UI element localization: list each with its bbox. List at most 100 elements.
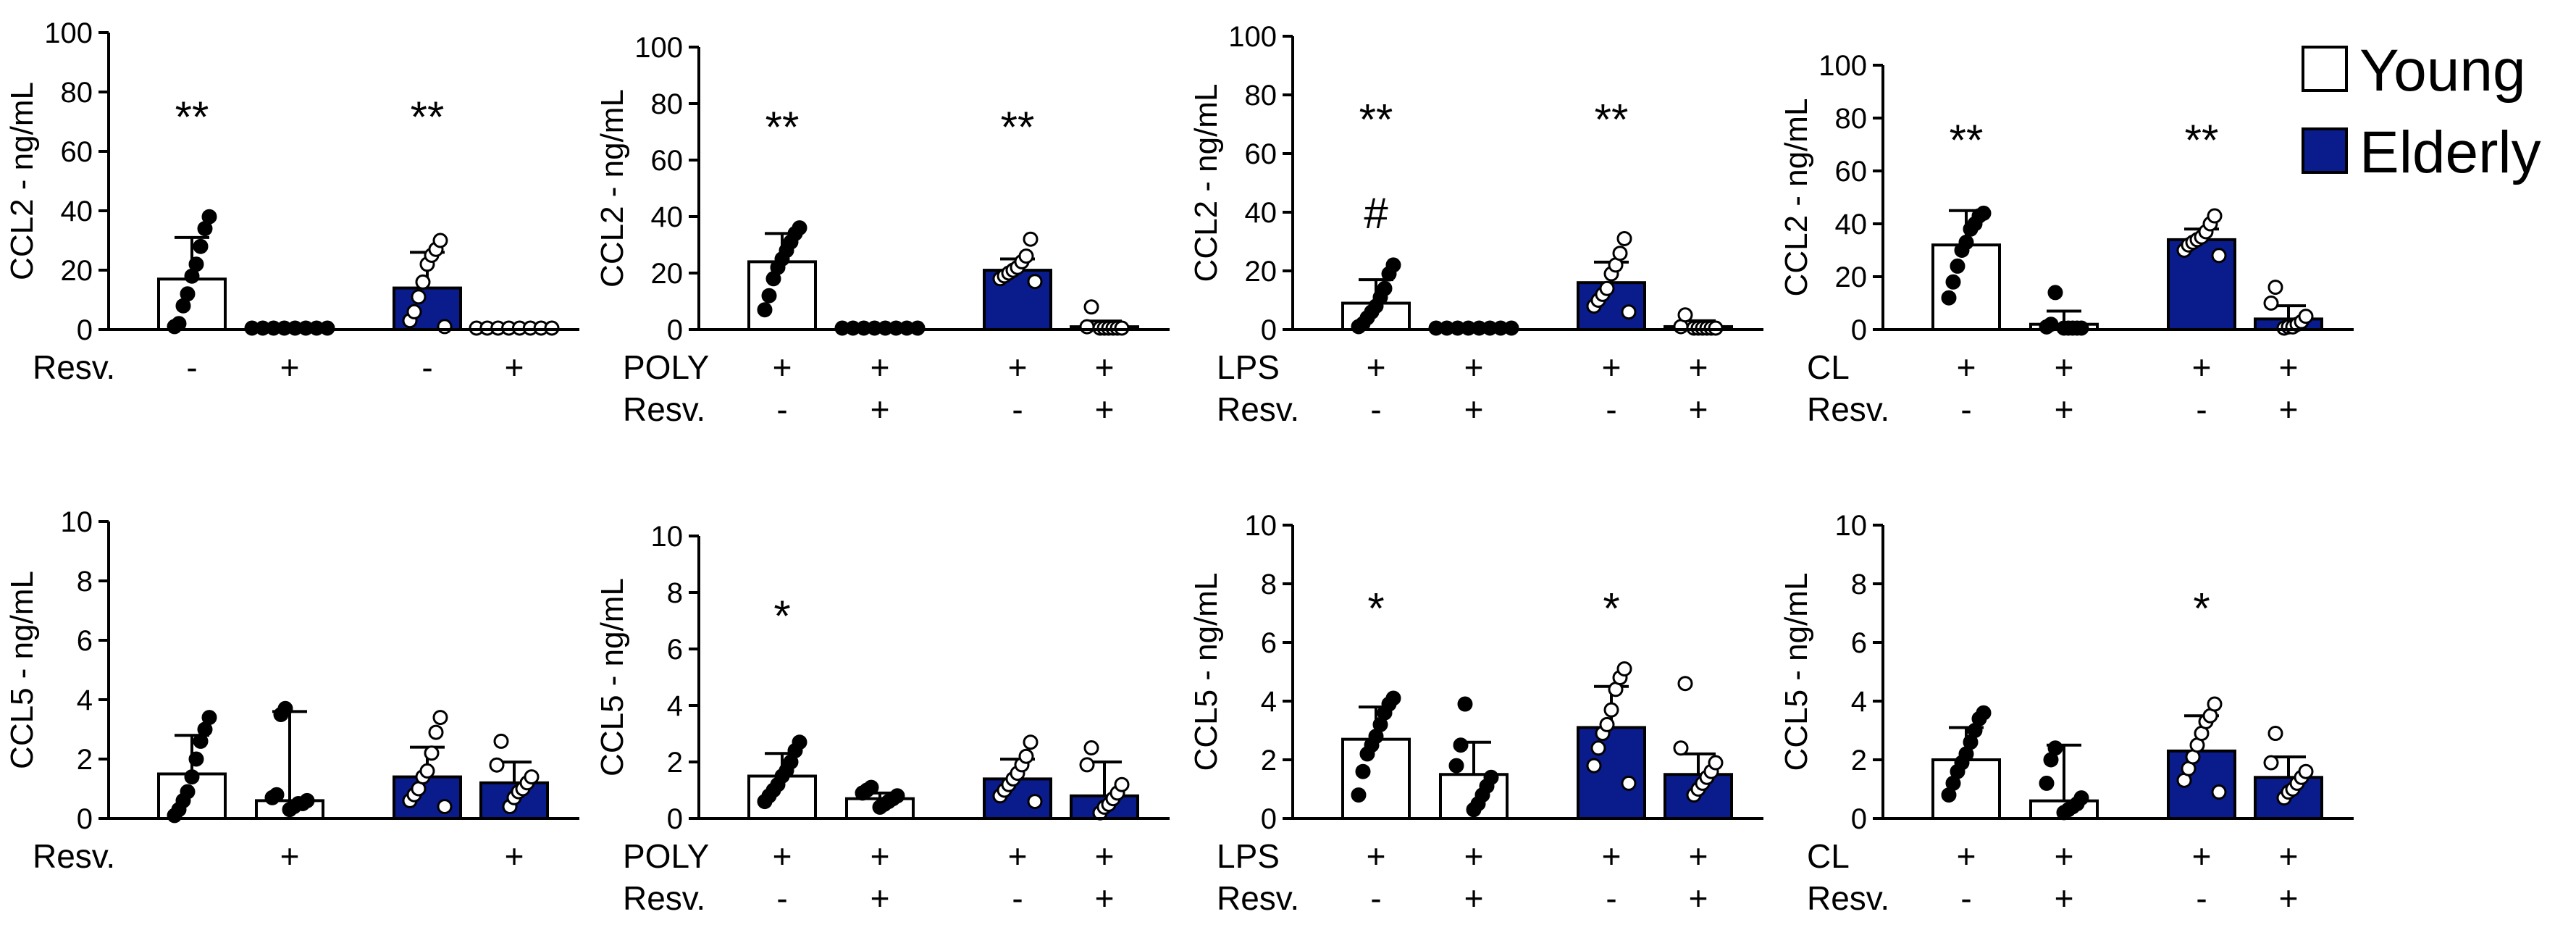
y-tick-label: 6 xyxy=(667,634,683,666)
condition-value: + xyxy=(1008,837,1028,875)
data-point xyxy=(1079,319,1095,335)
data-point xyxy=(889,788,905,804)
significance-marker: * xyxy=(2193,584,2210,632)
data-point xyxy=(2207,208,2223,224)
hash-marker: # xyxy=(1364,189,1388,238)
condition-label: LPS xyxy=(1217,837,1280,875)
condition-value: + xyxy=(1095,390,1115,428)
data-point xyxy=(2267,726,2283,742)
y-tick-label: 2 xyxy=(77,744,93,776)
condition-value: + xyxy=(280,348,300,386)
chart-panel-5: 0 2 4 6 8 10 CCL5 - ng/mL Resv. + + xyxy=(4,506,579,875)
significance-marker: ** xyxy=(1595,95,1629,143)
y-tick-label: 8 xyxy=(1261,569,1277,600)
condition-value: - xyxy=(1606,879,1616,917)
data-point xyxy=(1385,690,1401,706)
condition-value: - xyxy=(1606,390,1616,428)
y-tick-label: 40 xyxy=(61,196,93,227)
data-point xyxy=(1457,696,1473,712)
significance-marker: ** xyxy=(2185,116,2219,164)
data-point xyxy=(424,745,440,761)
y-axis-label: CCL5 - ng/mL xyxy=(1188,573,1224,771)
condition-value: + xyxy=(1367,837,1386,875)
y-tick-label: 0 xyxy=(1261,803,1277,835)
data-point xyxy=(1377,280,1393,296)
condition-value: + xyxy=(505,348,524,386)
y-tick-label: 0 xyxy=(77,803,93,835)
condition-value: + xyxy=(870,348,890,386)
y-tick-label: 60 xyxy=(1835,156,1868,188)
condition-value: + xyxy=(870,879,890,917)
data-point xyxy=(792,220,807,236)
y-axis-label: CCL2 - ng/mL xyxy=(1779,99,1814,297)
legend-swatch-young xyxy=(2302,46,2348,92)
data-point xyxy=(1976,205,1992,221)
y-tick-label: 80 xyxy=(61,77,93,109)
y-tick-label: 100 xyxy=(1228,21,1277,53)
condition-value: + xyxy=(870,837,890,875)
chart-panel-7: * * 0 2 4 6 8 10 CCL5 - ng/mL LPS + + + + Resv. - + - + xyxy=(1188,510,1763,917)
bar xyxy=(1577,726,1646,821)
significance-marker: * xyxy=(1367,584,1384,632)
y-axis-label: CCL5 - ng/mL xyxy=(4,571,40,769)
condition-value: + xyxy=(1008,348,1028,386)
data-point xyxy=(2298,763,2314,779)
y-tick-label: 6 xyxy=(1851,627,1867,659)
data-point xyxy=(1023,231,1039,247)
data-point xyxy=(1351,787,1367,803)
condition-value: - xyxy=(776,879,787,917)
y-tick-label: 80 xyxy=(1835,103,1868,135)
condition-value: + xyxy=(1095,879,1115,917)
significance-marker: ** xyxy=(765,103,800,151)
legend-label-elderly: Elderly xyxy=(2359,120,2541,185)
y-tick-label: 8 xyxy=(667,577,683,609)
y-axis-label: CCL5 - ng/mL xyxy=(595,578,630,776)
data-point xyxy=(2263,296,2279,311)
data-point xyxy=(419,763,435,779)
data-point xyxy=(2298,309,2314,324)
condition-value: + xyxy=(2192,837,2212,875)
data-point xyxy=(277,700,293,716)
condition-value: + xyxy=(1689,837,1708,875)
condition-value: + xyxy=(505,837,524,875)
condition-label: Resv. xyxy=(623,879,705,917)
data-point xyxy=(269,787,285,803)
data-point xyxy=(1114,776,1130,792)
condition-value: + xyxy=(2055,390,2074,428)
data-point xyxy=(1385,257,1401,273)
y-tick-label: 0 xyxy=(667,803,683,835)
condition-value: + xyxy=(2055,837,2074,875)
y-tick-label: 6 xyxy=(1261,627,1277,659)
condition-value: - xyxy=(2196,390,2207,428)
data-point xyxy=(411,289,427,305)
significance-marker: ** xyxy=(411,93,445,141)
data-point xyxy=(1599,716,1615,732)
condition-label: Resv. xyxy=(33,348,115,386)
condition-value: + xyxy=(2279,390,2299,428)
y-tick-label: 0 xyxy=(1261,314,1277,346)
y-tick-label: 60 xyxy=(651,145,684,177)
condition-value: + xyxy=(2279,879,2299,917)
condition-value: - xyxy=(1370,390,1381,428)
data-point xyxy=(2207,696,2223,712)
data-point xyxy=(792,734,807,750)
data-point xyxy=(1027,794,1043,810)
condition-value: - xyxy=(186,348,197,386)
data-point xyxy=(1677,307,1693,323)
y-tick-label: 0 xyxy=(77,314,93,346)
data-point xyxy=(2211,784,2227,800)
condition-label: Resv. xyxy=(1807,879,1889,917)
condition-value: - xyxy=(1012,390,1023,428)
y-tick-label: 4 xyxy=(77,684,93,716)
y-tick-label: 100 xyxy=(1818,50,1867,82)
condition-label: CL xyxy=(1807,348,1850,386)
condition-value: - xyxy=(776,390,787,428)
y-tick-label: 80 xyxy=(1245,80,1277,112)
y-tick-label: 80 xyxy=(651,88,684,120)
data-point xyxy=(437,799,453,815)
condition-value: + xyxy=(1095,348,1115,386)
data-point xyxy=(493,733,509,749)
data-point xyxy=(188,751,204,767)
bar xyxy=(1341,737,1411,821)
significance-marker: ** xyxy=(175,93,209,141)
